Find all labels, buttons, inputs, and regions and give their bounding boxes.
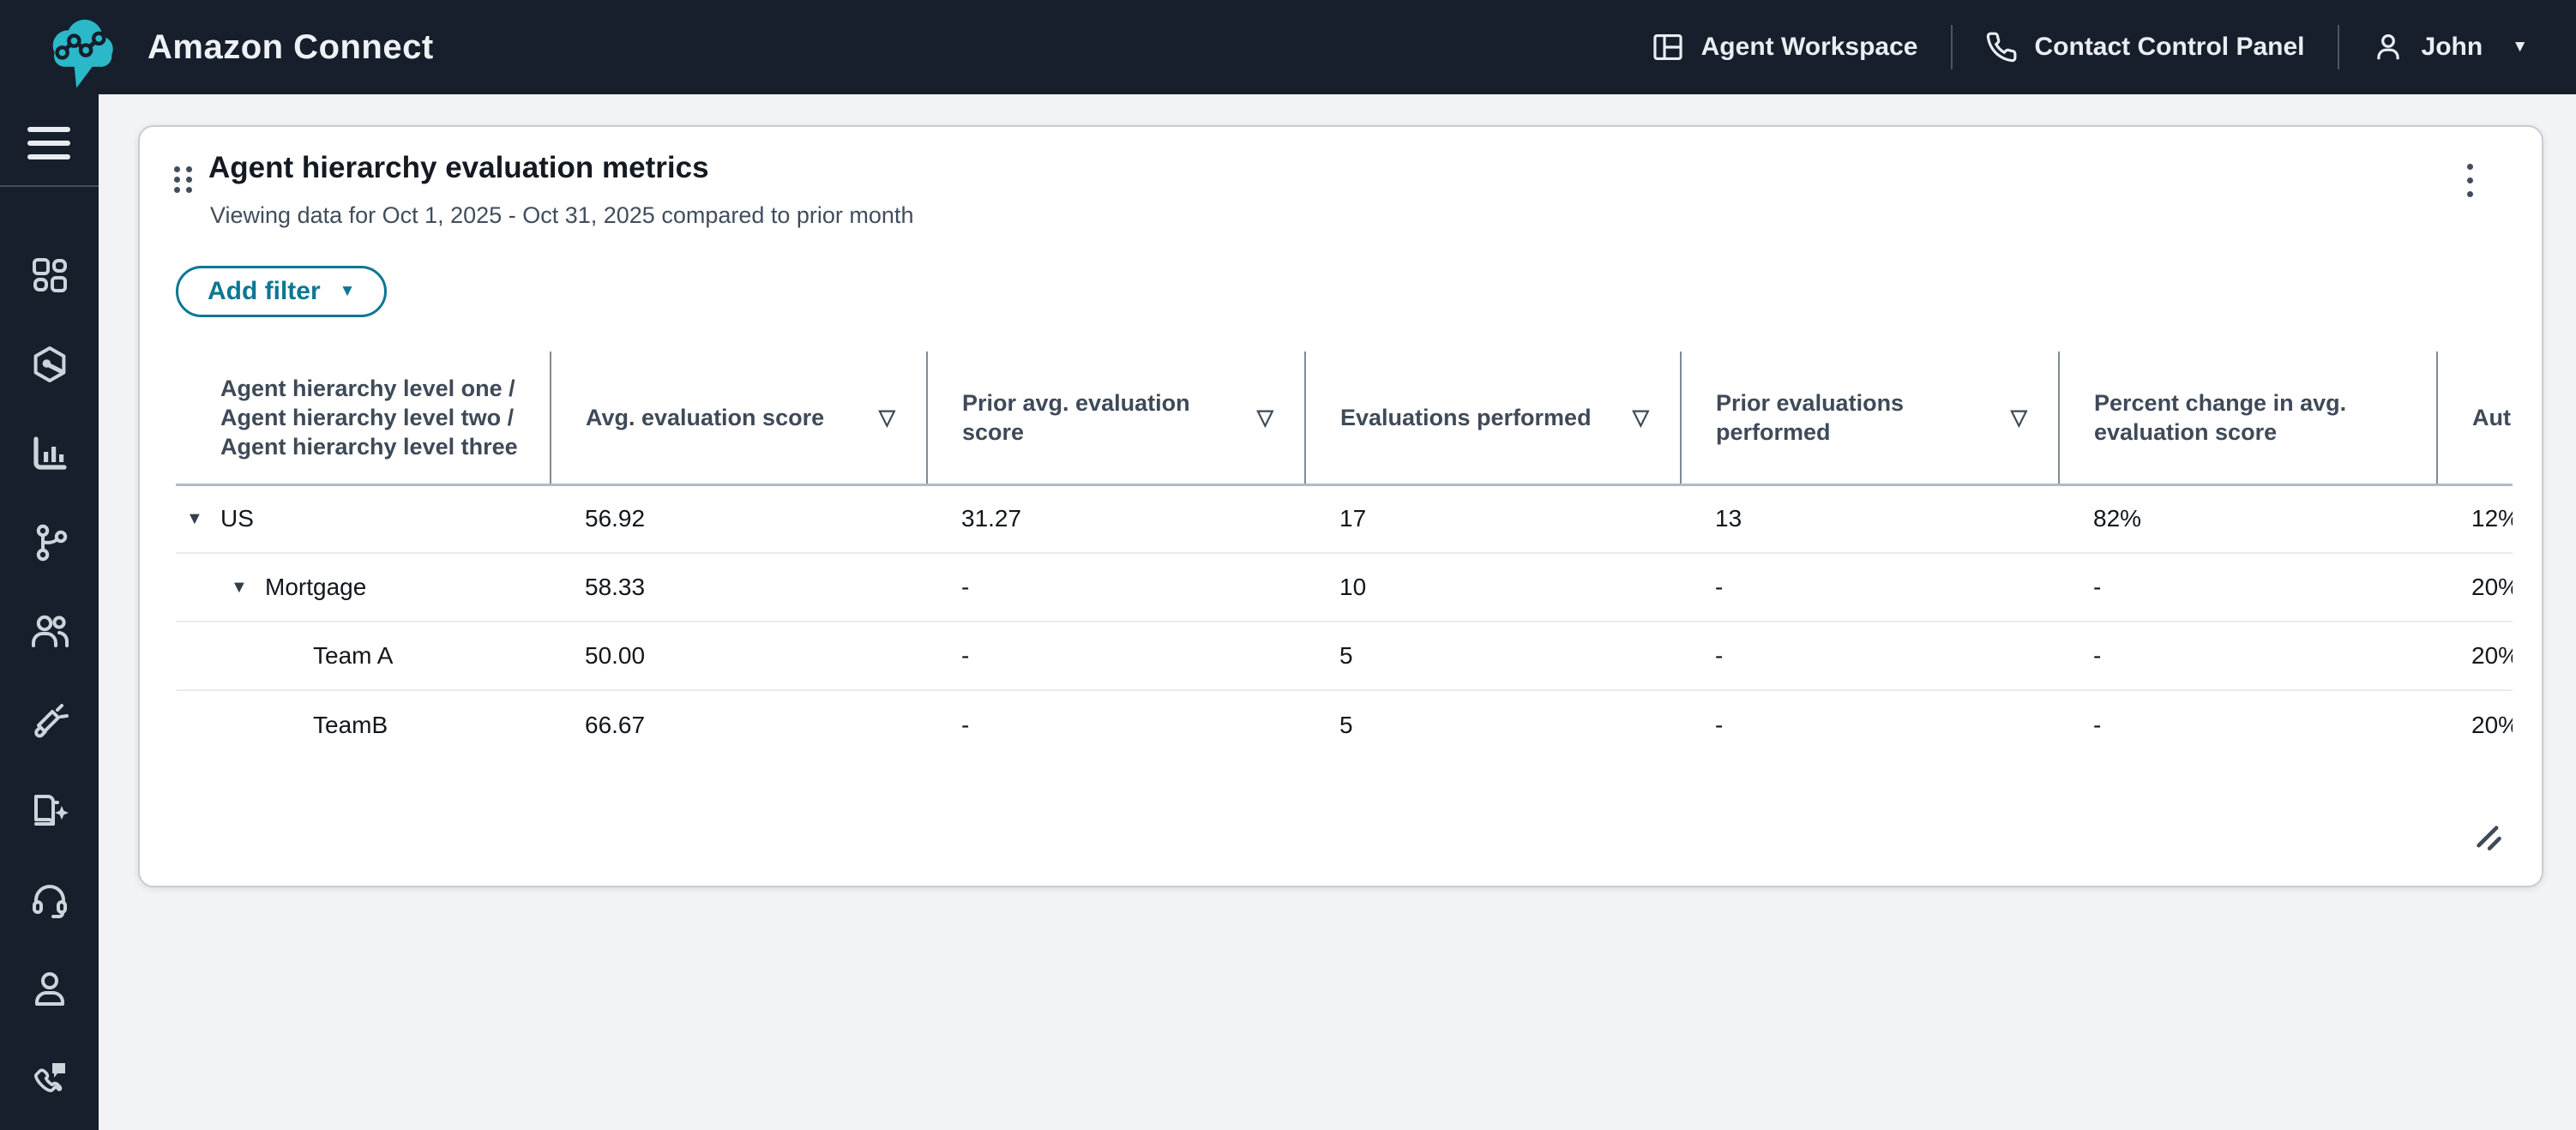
megaphone-icon xyxy=(34,704,69,738)
cell-percent-change: - xyxy=(2093,711,2102,738)
sidebar-divider xyxy=(0,185,99,187)
sidebar-item-profile[interactable] xyxy=(28,967,71,1010)
kebab-menu-icon[interactable] xyxy=(2451,154,2489,206)
sidebar-item-users[interactable] xyxy=(28,610,71,653)
book-sparkle-icon xyxy=(34,795,69,826)
agent-hierarchy-metrics-widget: Agent hierarchy evaluation metrics Viewi… xyxy=(138,125,2543,887)
brand: Amazon Connect xyxy=(0,3,434,91)
table-header-row: Agent hierarchy level one / Agent hierar… xyxy=(176,352,2513,486)
cell-prior-avg-score: - xyxy=(927,622,1305,691)
row-expander-icon[interactable]: ▼ xyxy=(231,577,248,597)
hexagon-gauge-icon xyxy=(33,346,66,382)
column-header-hierarchy: Agent hierarchy level one / Agent hierar… xyxy=(176,352,551,486)
sidebar-item-metrics[interactable] xyxy=(28,432,71,475)
top-navigation-bar: Amazon Connect Agent Workspace Contact C… xyxy=(0,0,2576,94)
main-content: Agent hierarchy evaluation metrics Viewi… xyxy=(99,94,2576,1130)
left-navigation-rail xyxy=(0,94,99,1130)
cell-prior-evaluations: - xyxy=(1715,711,1724,738)
metrics-table: Agent hierarchy level one / Agent hierar… xyxy=(176,352,2513,759)
contact-control-panel-label: Contact Control Panel xyxy=(2034,33,2305,61)
workspace-layout-icon xyxy=(1653,33,1682,61)
table-row: ▼ US 56.92 31.27 17 13 82% 12% xyxy=(176,484,2513,554)
topbar-separator xyxy=(1950,25,1953,69)
cell-clipped: 20% xyxy=(2437,622,2513,691)
sort-icon[interactable]: ▽ xyxy=(878,405,895,430)
cell-prior-avg-score: 31.27 xyxy=(927,484,1305,554)
cell-avg-score: 56.92 xyxy=(551,484,927,554)
sidebar-item-contact-messages[interactable] xyxy=(28,1056,71,1099)
sidebar-item-campaigns[interactable] xyxy=(28,700,71,742)
column-header-avg-score: Avg. evaluation score ▽ xyxy=(551,352,928,486)
dashboard-grid-icon xyxy=(33,258,67,292)
user-name: John xyxy=(2421,33,2483,61)
hierarchy-label: Mortgage xyxy=(265,574,367,600)
sort-icon[interactable]: ▽ xyxy=(2010,405,2027,430)
sidebar-item-flows[interactable] xyxy=(28,521,71,564)
agent-workspace-link[interactable]: Agent Workspace xyxy=(1652,31,1918,63)
row-expander-icon[interactable]: ▼ xyxy=(186,508,203,528)
cell-evaluations: 5 xyxy=(1305,622,1681,691)
table-row: ▼ Mortgage 58.33 - 10 - - 20% xyxy=(176,553,2513,622)
table-row: TeamB 66.67 - 5 - - 20% xyxy=(176,690,2513,759)
widget-drag-handle-icon[interactable] xyxy=(174,166,193,197)
widget-resize-handle-icon[interactable] xyxy=(2475,824,2502,851)
chevron-down-icon: ▼ xyxy=(2512,38,2528,56)
cell-avg-score: 50.00 xyxy=(551,622,927,691)
hierarchy-label: TeamB xyxy=(313,711,388,738)
column-header-clipped: Aut xyxy=(2437,352,2513,486)
add-filter-label: Add filter xyxy=(208,277,321,305)
amazon-connect-logo-icon xyxy=(52,19,113,88)
chevron-down-icon: ▼ xyxy=(339,282,356,300)
headset-icon xyxy=(33,885,67,918)
agent-workspace-label: Agent Workspace xyxy=(1700,33,1918,61)
user-icon xyxy=(2376,33,2399,60)
metrics-table-viewport: Agent hierarchy level one / Agent hierar… xyxy=(176,352,2513,759)
branch-icon xyxy=(36,524,68,562)
users-icon xyxy=(32,615,69,647)
contact-control-panel-link[interactable]: Contact Control Panel xyxy=(1985,31,2305,63)
topbar-separator xyxy=(2337,25,2339,69)
cell-prior-evaluations: - xyxy=(1681,553,2059,622)
sidebar-item-knowledge[interactable] xyxy=(28,789,71,832)
user-menu[interactable]: John ▼ xyxy=(2372,31,2528,63)
cell-clipped: 20% xyxy=(2471,711,2513,738)
column-header-prior-evaluations-performed: Prior evaluations performed ▽ xyxy=(1681,352,2060,486)
brand-title: Amazon Connect xyxy=(147,27,434,66)
sidebar-item-agent-support[interactable] xyxy=(28,878,71,921)
column-header-percent-change: Percent change in avg. evaluation score xyxy=(2059,352,2438,486)
add-filter-button[interactable]: Add filter ▼ xyxy=(176,266,388,317)
widget-subtitle: Viewing data for Oct 1, 2025 - Oct 31, 2… xyxy=(210,202,914,228)
sort-icon[interactable]: ▽ xyxy=(1632,405,1649,430)
cell-avg-score: 66.67 xyxy=(585,711,646,738)
hierarchy-label: Team A xyxy=(313,642,394,669)
cell-prior-evaluations: 13 xyxy=(1681,484,2059,554)
cell-percent-change: - xyxy=(2059,622,2437,691)
hierarchy-label: US xyxy=(220,505,254,532)
cell-prior-avg-score: - xyxy=(927,553,1305,622)
person-icon xyxy=(35,972,64,1006)
cell-evaluations: 5 xyxy=(1339,711,1353,738)
cell-prior-evaluations: - xyxy=(1681,622,2059,691)
cell-percent-change: - xyxy=(2059,553,2437,622)
cell-prior-avg-score: - xyxy=(961,711,970,738)
cell-clipped: 12% xyxy=(2437,484,2513,554)
table-row: Team A 50.00 - 5 - - 20% xyxy=(176,622,2513,691)
cell-percent-change: 82% xyxy=(2059,484,2437,554)
cell-evaluations: 17 xyxy=(1305,484,1681,554)
column-header-evaluations-performed: Evaluations performed ▽ xyxy=(1305,352,1682,486)
sidebar-item-routing[interactable] xyxy=(28,343,71,386)
widget-title: Agent hierarchy evaluation metrics xyxy=(208,151,709,184)
phone-message-icon xyxy=(34,1063,65,1092)
phone-icon xyxy=(1986,32,2016,63)
sidebar-item-dashboard[interactable] xyxy=(28,254,71,297)
sort-icon[interactable]: ▽ xyxy=(1256,405,1273,430)
cell-evaluations: 10 xyxy=(1305,553,1681,622)
bar-chart-icon xyxy=(33,436,67,470)
cell-avg-score: 58.33 xyxy=(551,553,927,622)
cell-clipped: 20% xyxy=(2437,553,2513,622)
hamburger-menu-icon[interactable] xyxy=(27,127,70,159)
column-header-prior-avg-score: Prior avg. evaluation score ▽ xyxy=(927,352,1306,486)
